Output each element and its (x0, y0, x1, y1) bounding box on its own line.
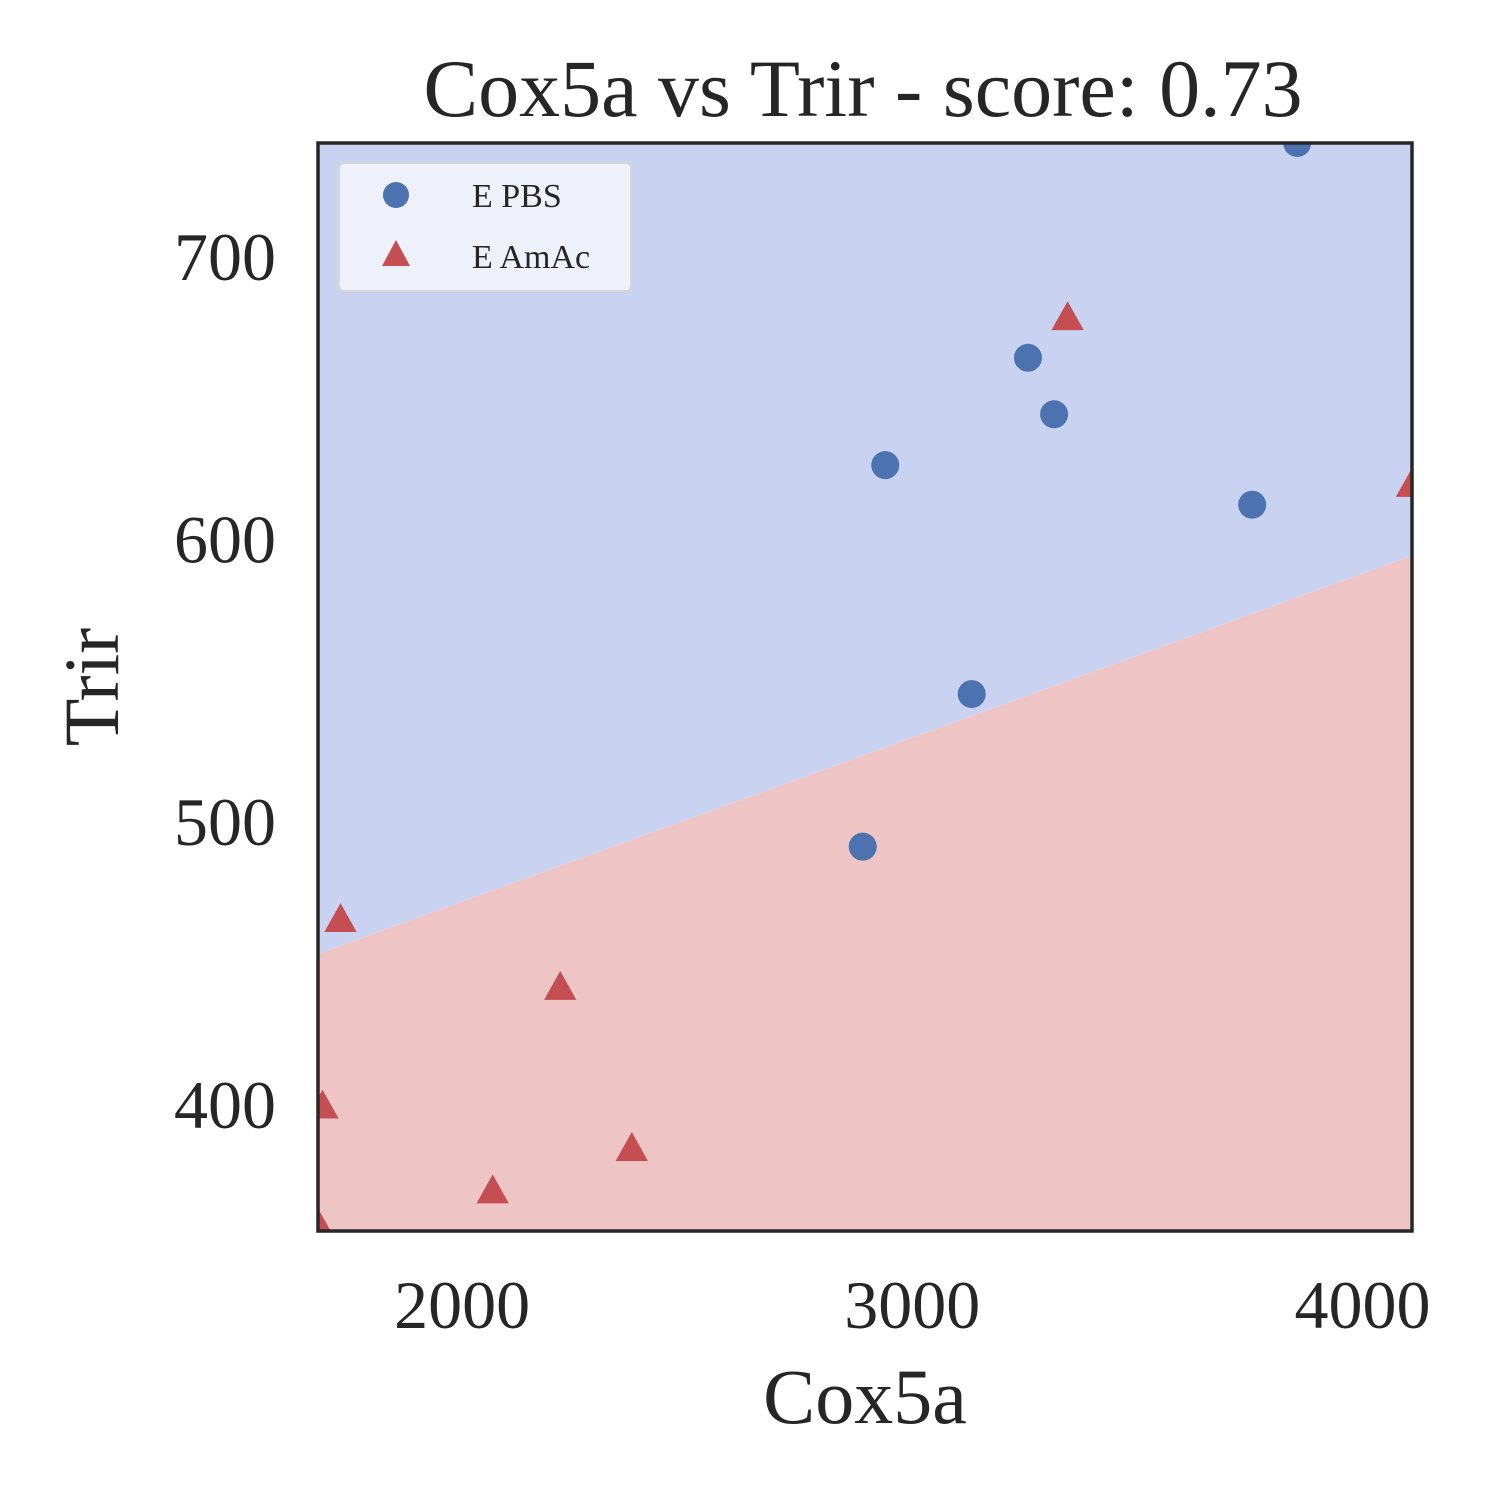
decision-regions (318, 143, 1412, 1231)
point-e-pbs-5 (957, 680, 986, 709)
y-axis-label: Trir (48, 628, 135, 747)
point-e-amac-1 (1395, 467, 1412, 497)
legend-label-e-pbs: E PBS (472, 178, 562, 215)
point-e-amac-2 (324, 903, 357, 933)
point-e-amac-5 (615, 1132, 648, 1161)
legend-box (338, 162, 632, 292)
x-tick-3000: 3000 (844, 1267, 980, 1343)
point-e-pbs-0 (1283, 143, 1312, 157)
point-e-amac-6 (476, 1174, 509, 1204)
point-e-pbs-2 (1040, 400, 1069, 429)
region-e-pbs (318, 143, 1412, 955)
y-tick-700: 700 (174, 219, 276, 295)
point-e-amac-4 (318, 1089, 339, 1119)
data-points (318, 143, 1412, 1231)
point-e-amac-0 (1051, 301, 1084, 331)
y-tick-500: 500 (174, 784, 276, 860)
point-e-pbs-1 (1013, 343, 1042, 372)
legend-label-e-amac: E AmAc (472, 239, 590, 276)
y-tick-400: 400 (174, 1067, 276, 1143)
point-e-pbs-3 (871, 451, 900, 480)
y-tick-600: 600 (174, 502, 276, 578)
x-tick-2000: 2000 (394, 1267, 530, 1343)
legend-marker-e-amac (382, 240, 410, 266)
x-axis-label: Cox5a (763, 1353, 967, 1440)
point-e-amac-3 (544, 970, 577, 1000)
point-e-pbs-6 (848, 832, 877, 861)
legend-marker-e-pbs (383, 182, 409, 208)
plot-frame (316, 141, 1414, 1233)
legend: E PBS E AmAc (338, 162, 632, 292)
point-e-pbs-4 (1238, 490, 1267, 519)
y-tick-labels: 400 500 600 700 (174, 219, 276, 1143)
x-tick-4000: 4000 (1294, 1267, 1430, 1343)
region-e-amac (318, 555, 1412, 1231)
point-e-amac-7 (318, 1208, 331, 1231)
chart-title: Cox5a vs Trir - score: 0.73 (423, 43, 1302, 134)
x-tick-labels: 2000 3000 4000 (394, 1267, 1430, 1343)
